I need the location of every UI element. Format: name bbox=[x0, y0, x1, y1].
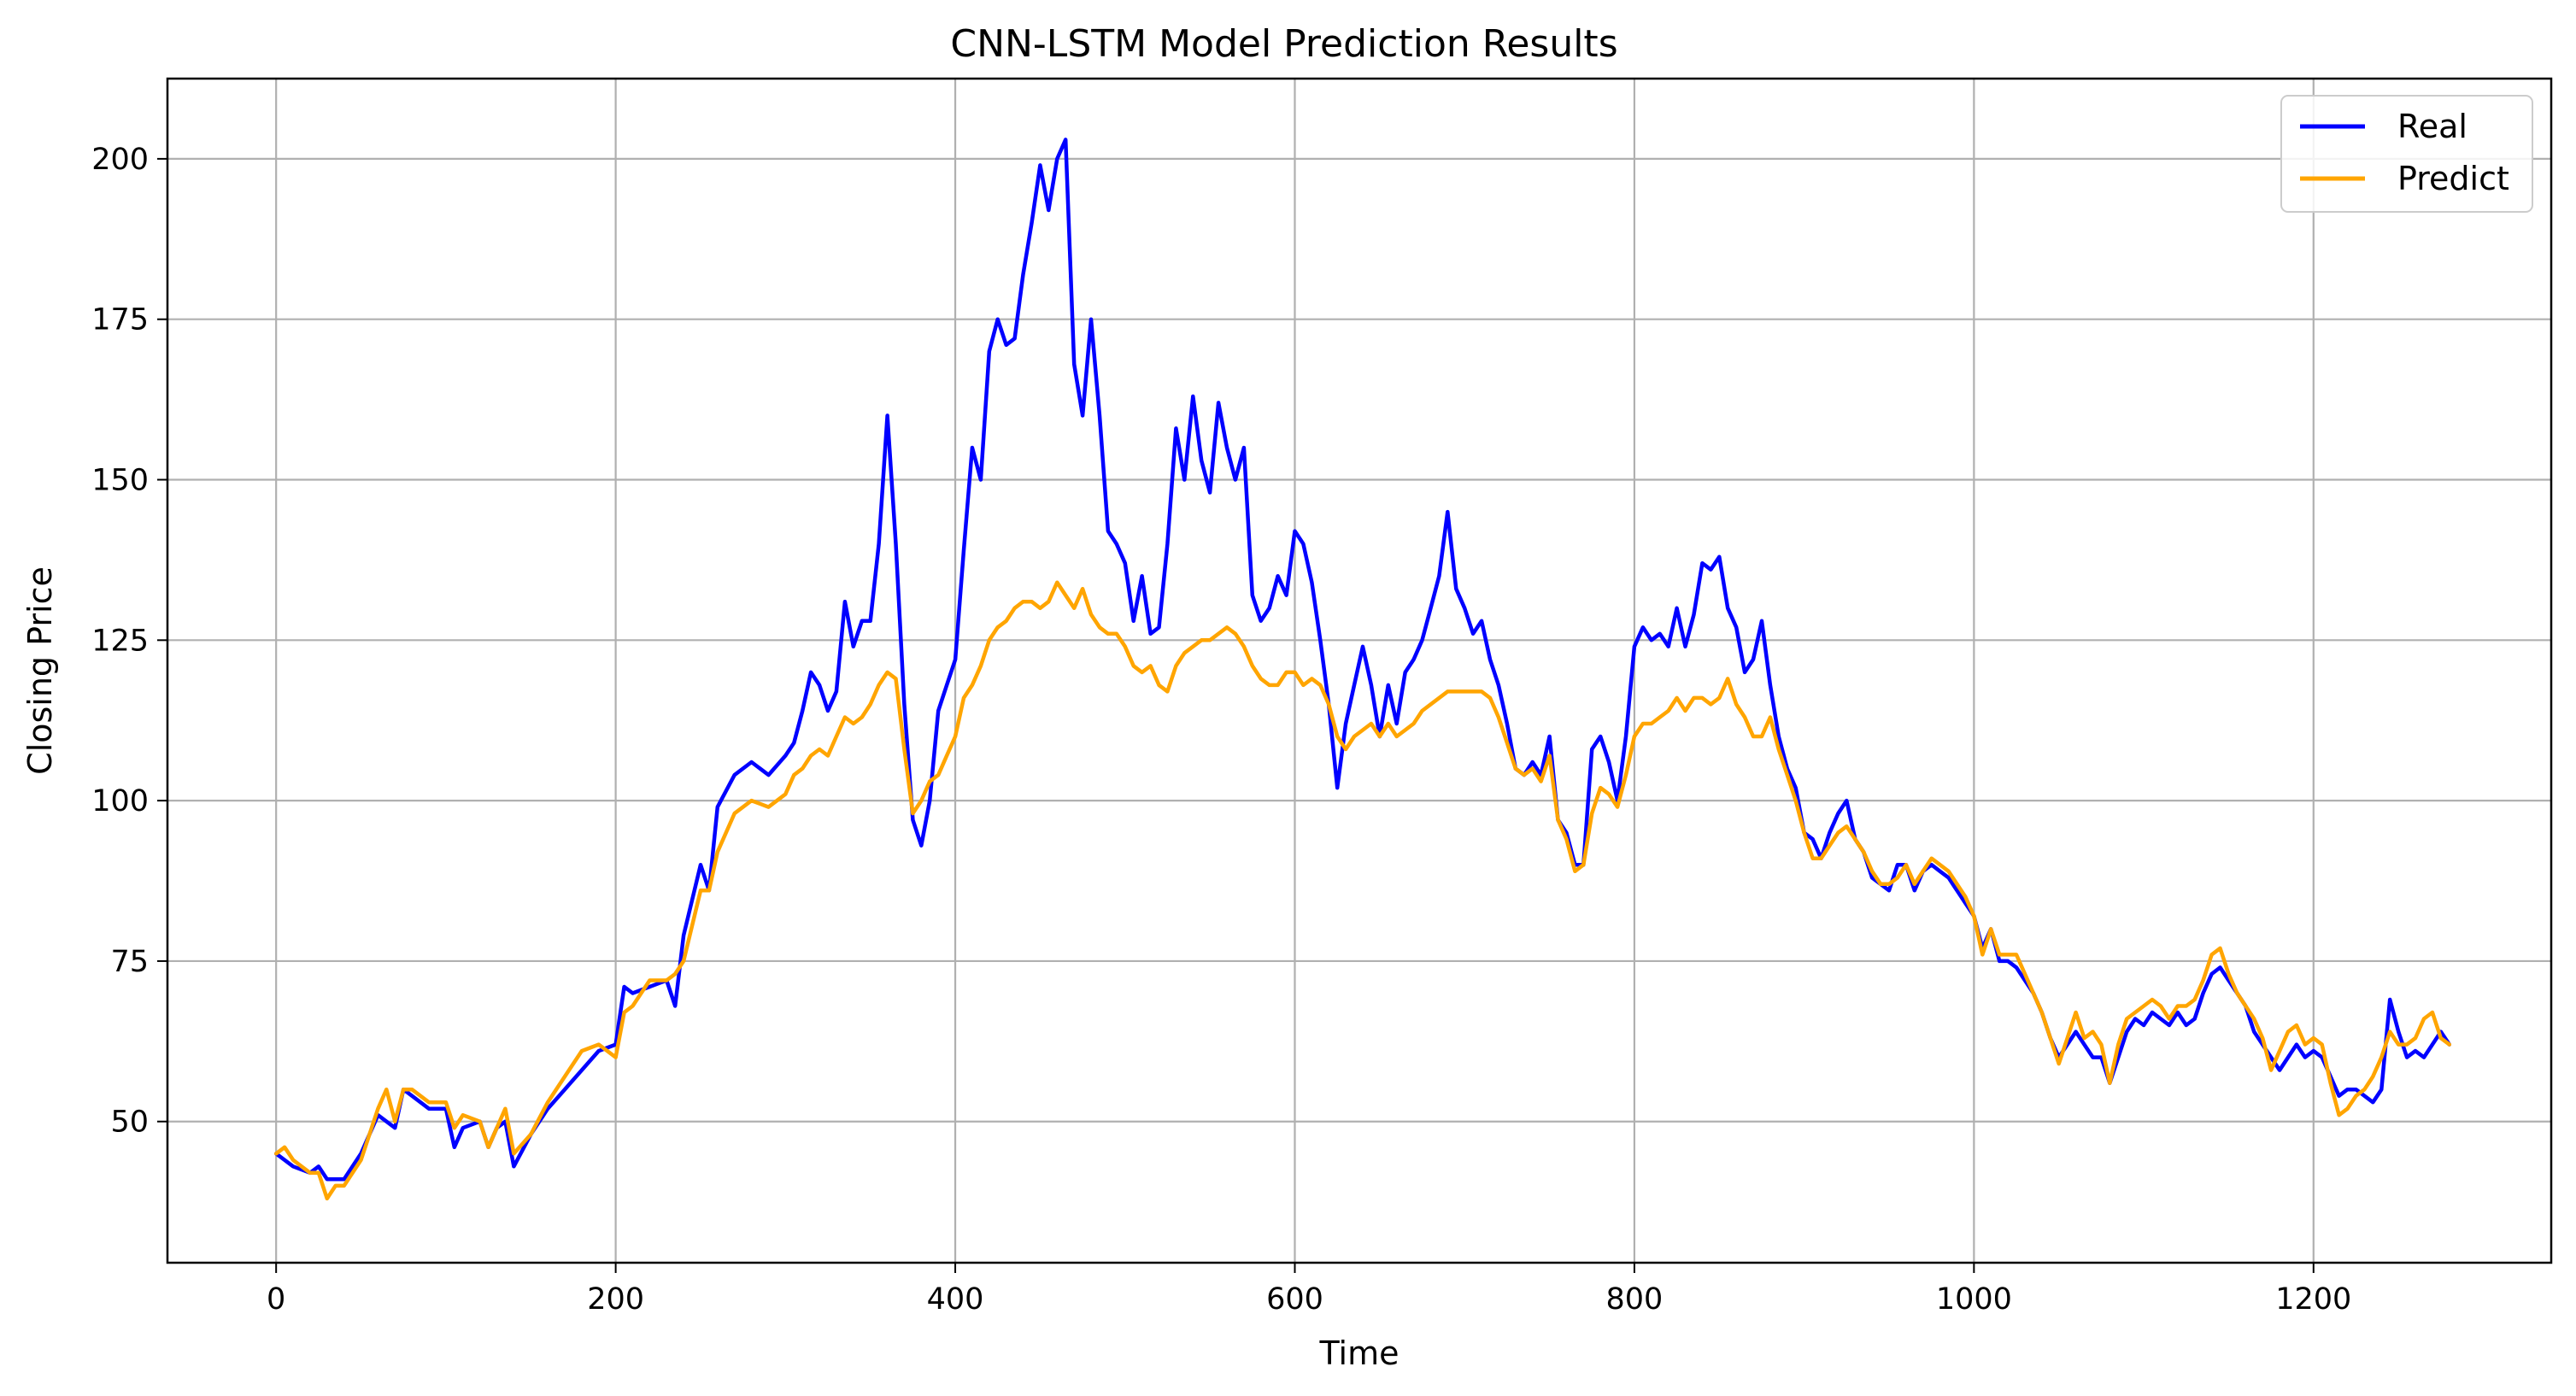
plot-area bbox=[273, 138, 2452, 1201]
plot-frame bbox=[166, 77, 2553, 1264]
x-tick-label: 1200 bbox=[2275, 1282, 2351, 1317]
y-tick-label: 175 bbox=[91, 303, 149, 337]
y-axis-label: Closing Price bbox=[21, 566, 59, 775]
y-tick-label: 200 bbox=[91, 143, 149, 177]
x-tick-label: 0 bbox=[267, 1282, 285, 1317]
y-axis: 50 75 100 125 150 175 200 bbox=[91, 143, 167, 1140]
legend: Real Predict bbox=[2280, 95, 2533, 213]
x-axis: 0 200 400 600 800 1000 1200 bbox=[267, 1263, 2351, 1317]
grid bbox=[167, 79, 2551, 1263]
x-tick-label: 400 bbox=[927, 1282, 984, 1317]
chart-title: CNN-LSTM Model Prediction Results bbox=[950, 22, 1617, 66]
series-line-predict bbox=[273, 580, 2452, 1201]
y-tick-label: 50 bbox=[110, 1106, 149, 1140]
series-line-real bbox=[273, 138, 2452, 1182]
series-layer bbox=[273, 138, 2452, 1201]
x-tick-label: 1000 bbox=[1936, 1282, 2012, 1317]
x-tick-label: 200 bbox=[587, 1282, 644, 1317]
legend-label-real: Real bbox=[2397, 108, 2467, 145]
y-tick-label: 125 bbox=[91, 624, 149, 658]
y-tick-label: 100 bbox=[91, 784, 149, 818]
y-tick-label: 75 bbox=[110, 945, 149, 979]
x-axis-label: Time bbox=[1319, 1334, 1399, 1372]
legend-label-predict: Predict bbox=[2397, 160, 2509, 197]
y-tick-label: 150 bbox=[91, 464, 149, 498]
x-tick-label: 800 bbox=[1606, 1282, 1664, 1317]
x-tick-label: 600 bbox=[1266, 1282, 1323, 1317]
